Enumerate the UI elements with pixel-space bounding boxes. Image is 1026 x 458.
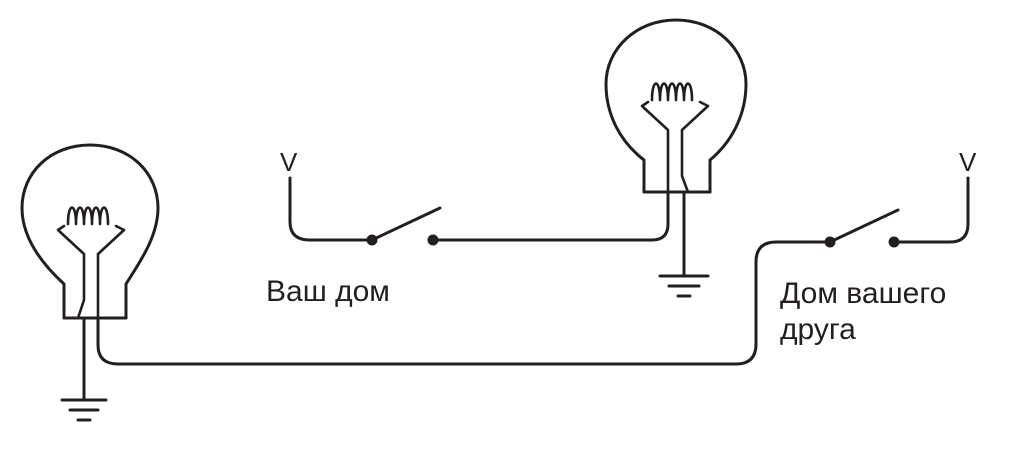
friend-house-switch-icon bbox=[824, 176, 970, 248]
friend-house-label-line2: друга bbox=[780, 313, 856, 346]
left-light-bulb-icon bbox=[20, 143, 160, 320]
right-ground-icon bbox=[658, 190, 710, 298]
your-house-label: Ваш дом bbox=[266, 275, 390, 308]
friend-house-label-line1: Дом вашего bbox=[780, 277, 947, 310]
right-voltage-label: V bbox=[959, 147, 977, 177]
left-voltage-label: V bbox=[280, 147, 298, 177]
left-ground-icon bbox=[60, 316, 108, 422]
right-light-bulb-icon bbox=[604, 18, 748, 194]
long-wire bbox=[96, 240, 832, 366]
your-house-switch-icon bbox=[288, 176, 670, 246]
